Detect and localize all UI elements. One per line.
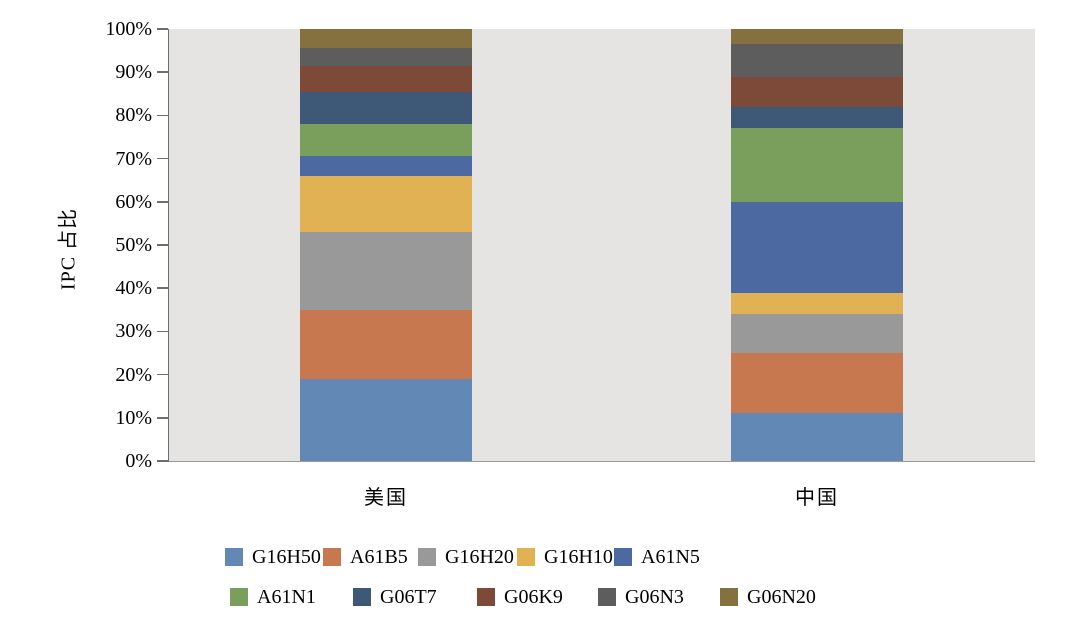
y-axis-tick-label: 50% bbox=[115, 234, 152, 256]
legend-item-A61N1: A61N1 bbox=[230, 587, 316, 607]
y-axis-tick bbox=[157, 373, 168, 376]
bar-segment-G06N3 bbox=[731, 44, 903, 77]
y-axis-tick-label: 30% bbox=[115, 320, 152, 343]
legend-label: A61N1 bbox=[257, 586, 316, 608]
bar-segment-G16H10 bbox=[731, 292, 903, 315]
legend-item-G16H10: G16H10 bbox=[517, 547, 613, 567]
bar-segment-G16H50 bbox=[300, 378, 472, 461]
legend-swatch-icon bbox=[598, 588, 616, 606]
y-axis-tick-label: 40% bbox=[115, 277, 152, 300]
y-axis-tick bbox=[157, 417, 168, 419]
legend-swatch-icon bbox=[418, 548, 436, 566]
y-axis-tick-label: 70% bbox=[115, 147, 152, 170]
legend-item-A61N5: A61N5 bbox=[614, 547, 700, 567]
bar-segment-A61N1 bbox=[300, 124, 472, 157]
plot-area bbox=[169, 29, 1035, 461]
legend-item-A61B5: A61B5 bbox=[323, 547, 408, 567]
y-axis-tick-label: 20% bbox=[115, 363, 152, 386]
bar-美国 bbox=[300, 29, 472, 461]
bar-segment-A61N5 bbox=[731, 201, 903, 293]
legend-swatch-icon bbox=[517, 548, 535, 566]
bar-segment-G16H10 bbox=[300, 175, 472, 233]
legend-item-G06T7: G06T7 bbox=[353, 587, 437, 607]
bar-segment-A61B5 bbox=[731, 353, 903, 414]
bar-segment-A61N5 bbox=[300, 156, 472, 176]
x-axis-line bbox=[169, 460, 1035, 463]
legend-swatch-icon bbox=[720, 588, 738, 606]
legend-item-G06N3: G06N3 bbox=[598, 587, 684, 607]
bar-segment-G06K9 bbox=[300, 65, 472, 92]
bar-segment-G06T7 bbox=[731, 106, 903, 129]
y-axis-tick bbox=[157, 157, 168, 160]
bar-segment-G16H50 bbox=[731, 413, 903, 461]
legend-item-G16H20: G16H20 bbox=[418, 547, 514, 567]
y-axis-tick bbox=[157, 287, 168, 289]
legend-label: A61B5 bbox=[350, 546, 408, 568]
y-axis-tick-label: 10% bbox=[115, 406, 152, 429]
x-axis-category-label: 美国 bbox=[364, 487, 408, 509]
legend-label: A61N5 bbox=[641, 546, 700, 568]
bar-segment-G16H20 bbox=[731, 314, 903, 353]
legend-label: G06N3 bbox=[625, 586, 684, 608]
y-axis-tick-label: 100% bbox=[105, 18, 152, 40]
x-axis-category-label: 中国 bbox=[795, 487, 839, 509]
y-axis-tick-label: 60% bbox=[115, 190, 152, 213]
y-axis-tick bbox=[157, 244, 168, 246]
y-axis-tick-label: 80% bbox=[115, 104, 152, 127]
y-axis-tick bbox=[157, 114, 168, 117]
legend-swatch-icon bbox=[353, 588, 371, 606]
y-axis-tick-label: 90% bbox=[115, 61, 152, 84]
legend-label: G06N20 bbox=[747, 586, 816, 608]
legend-item-G06N20: G06N20 bbox=[720, 587, 816, 607]
bar-segment-G06T7 bbox=[300, 91, 472, 125]
bar-segment-G06N3 bbox=[300, 48, 472, 66]
y-axis-tick bbox=[157, 28, 168, 30]
legend-label: G06K9 bbox=[504, 586, 563, 608]
legend-label: G06T7 bbox=[380, 586, 437, 608]
legend-swatch-icon bbox=[230, 588, 248, 606]
y-axis-line bbox=[167, 29, 169, 462]
legend-swatch-icon bbox=[323, 548, 341, 566]
y-axis-tick bbox=[157, 330, 168, 333]
bar-segment-G06N20 bbox=[300, 29, 472, 49]
bar-segment-G06K9 bbox=[731, 76, 903, 107]
bar-segment-A61B5 bbox=[300, 309, 472, 379]
bar-segment-G06N20 bbox=[731, 29, 903, 45]
y-axis-tick-label: 0% bbox=[125, 450, 152, 472]
legend-label: G16H10 bbox=[544, 546, 613, 568]
y-axis-tick bbox=[157, 71, 168, 73]
legend-swatch-icon bbox=[614, 548, 632, 566]
bar-segment-G16H20 bbox=[300, 232, 472, 310]
bar-segment-A61N1 bbox=[731, 128, 903, 202]
legend-item-G16H50: G16H50 bbox=[225, 547, 321, 567]
legend-label: G16H20 bbox=[445, 546, 514, 568]
legend-label: G16H50 bbox=[252, 546, 321, 568]
legend-item-G06K9: G06K9 bbox=[477, 587, 563, 607]
y-axis-tick bbox=[157, 201, 168, 203]
legend-swatch-icon bbox=[225, 548, 243, 566]
y-axis-tick bbox=[157, 460, 168, 462]
legend-swatch-icon bbox=[477, 588, 495, 606]
bar-中国 bbox=[731, 29, 903, 461]
